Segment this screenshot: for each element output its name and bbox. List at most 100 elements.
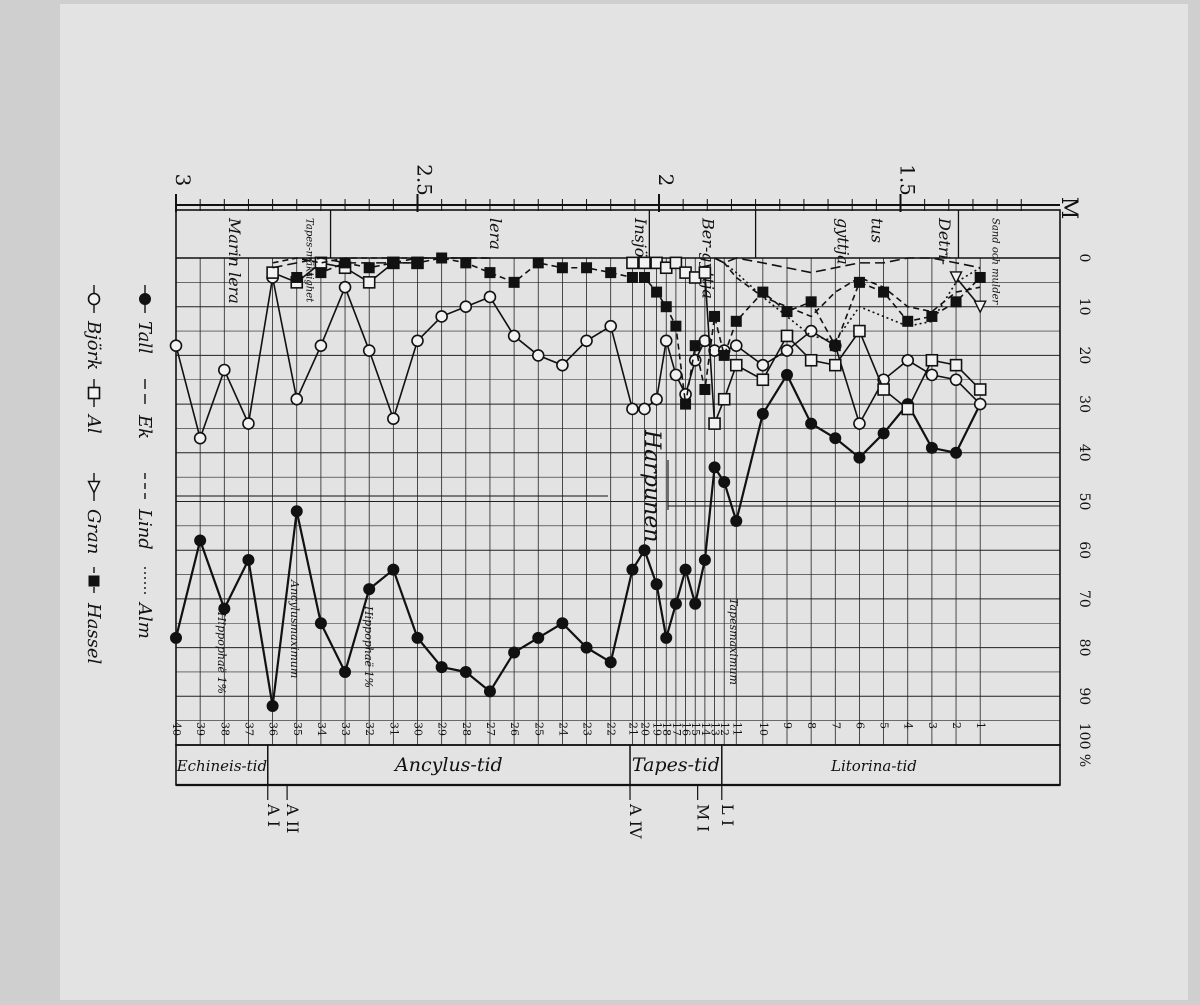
data-point-tall [411,631,424,644]
data-point-hassel [781,306,793,318]
sample-number: 32 [363,722,376,736]
depth-tick-label: 3 [171,174,195,187]
sample-number: 17 [670,722,683,736]
series-gran [949,271,987,314]
data-point-hassel [460,257,472,269]
sample-number: 28 [460,722,473,736]
period-label: Echineis-tid [176,757,267,775]
data-point-tall [829,432,842,445]
sample-number: 24 [556,722,569,736]
data-point-hassel [363,262,375,274]
depth-tick-label: 2 [654,174,678,187]
boundary-marker-label: L I [718,804,737,826]
series-alm [714,257,981,342]
period-label: Tapes-tid [632,754,720,776]
data-point-tall [314,617,327,630]
data-point-tall [556,617,569,630]
percent-tick-label: 10 [1076,298,1092,316]
data-point-bjrk [507,329,521,343]
sediment-zone-label: tus [868,218,887,243]
data-point-hassel [387,257,399,269]
data-point-hassel [532,257,544,269]
data-point-tall [669,597,682,610]
legend-label-al: Al [83,413,104,434]
data-point-bjrk [626,402,639,416]
data-point-hassel [853,276,865,288]
series-line-alm [714,257,981,342]
sample-number: 38 [218,722,231,736]
sample-number: 40 [170,722,183,736]
boundary-marker-label: A II [283,803,302,833]
data-point-bjrk [804,324,818,338]
series-lind [272,257,981,318]
data-point-hassel [639,271,651,283]
data-point-tall [508,646,521,659]
data-point-bjrk [756,358,770,372]
data-point-hassel [412,257,423,269]
data-point-tall [877,427,890,440]
data-point-bjrk [604,319,618,333]
sample-number: 3 [926,722,939,729]
legend-label-bjrk: Björk [83,320,104,370]
legend-marker-bjrk [87,292,101,306]
data-point-hassel [680,398,692,410]
sediment-zone-label: lera [486,218,505,250]
data-point-al [925,353,939,367]
percent-tick-label: 100 % [1076,723,1092,767]
legend-marker-hassel [88,575,100,587]
sample-number: 26 [508,722,521,736]
data-point-bjrk [531,349,545,362]
data-point-al [266,266,279,279]
boundary-marker-label: A I [264,803,283,827]
data-point-tall [170,631,182,644]
data-point-tall [435,661,448,674]
grid [175,257,1060,746]
data-point-hassel [699,383,711,395]
data-point-al [804,353,818,367]
percent-tick-label: 40 [1076,444,1092,462]
data-point-tall [756,407,769,420]
sample-number: 21 [626,722,639,736]
data-point-al [973,383,987,396]
data-point-hassel [709,310,721,322]
depth-axis-unit: M [1056,197,1081,220]
sample-number: 11 [730,722,743,736]
sample-number: 34 [315,722,328,736]
data-point-gran [973,300,987,314]
sample-number: 14 [699,722,712,736]
period-strip: Echineis-tid Ancylus-tid Tapes-tid Litorina… [175,744,1061,787]
sample-number: 27 [484,722,497,736]
data-point-hassel [950,296,962,308]
legend: Tall Björk Ek Al Lind Gran Alm Hassel [83,285,155,665]
sample-number: 7 [829,722,842,729]
sample-number: 16 [680,722,693,736]
data-point-tall [853,451,866,464]
data-point-hassel [902,315,914,327]
sample-number: 9 [781,722,794,729]
data-point-bjrk [338,280,352,294]
sample-number: 23 [581,722,594,736]
legend-marker-tall [139,293,151,305]
data-point-tall [194,534,207,547]
legend-marker-al [87,386,101,400]
data-point-gran [949,271,963,285]
data-point-bjrk [669,368,683,382]
data-point-al [626,256,639,270]
data-point-hassel [926,310,938,322]
data-point-bjrk [556,358,569,372]
data-point-tall [925,441,938,454]
data-point-tall [339,665,352,678]
sediment-zone-label: Marin lera [225,217,244,304]
data-point-tall [483,685,496,698]
percent-tick-label: 60 [1076,541,1092,559]
data-point-al [901,402,915,416]
data-point-hassel [626,271,638,283]
data-point-tall [660,631,673,644]
sample-number: 5 [878,722,891,729]
depth-tick-label: 2.5 [413,164,437,196]
depth-tick-label: 1.5 [896,164,920,196]
legend-label-hassel: Hassel [83,602,104,665]
legend-marker-gran [87,480,101,495]
data-point-al [638,256,651,270]
